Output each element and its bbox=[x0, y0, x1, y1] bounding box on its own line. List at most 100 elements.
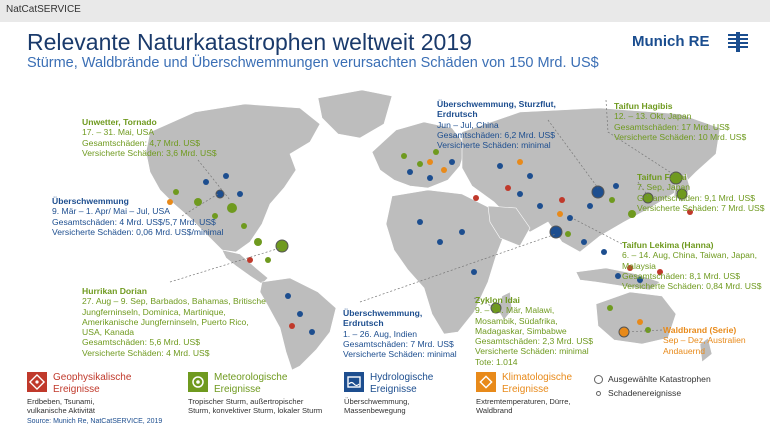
munich-re-logo: Munich RE bbox=[632, 30, 750, 54]
annotation-title-line2: Erdrutsch bbox=[343, 318, 384, 329]
event-marker bbox=[449, 159, 455, 165]
legend-subtitle: Sturm, konvektiver Sturm, lokaler Sturm bbox=[188, 406, 323, 415]
annotation-line: Versicherte Schäden: 7 Mrd. US$ bbox=[637, 202, 765, 213]
event-marker bbox=[203, 179, 209, 185]
annotation-line: Gesamtschäden: 8,1 Mrd. US$ bbox=[622, 270, 740, 281]
leader-lines bbox=[169, 99, 677, 333]
event-marker bbox=[473, 195, 479, 201]
event-markers bbox=[167, 149, 693, 338]
annotation-line: Versicherte Schäden: minimal bbox=[343, 349, 457, 360]
event-marker bbox=[609, 197, 615, 203]
annotation-line: Gesamtschäden: 6,2 Mrd. US$ bbox=[437, 129, 555, 140]
event-marker bbox=[601, 249, 607, 255]
event-marker bbox=[215, 189, 225, 199]
annotation-line: USA, Kanada bbox=[82, 327, 135, 338]
event-marker bbox=[437, 239, 443, 245]
land-south-america bbox=[259, 277, 337, 371]
annotation-line: Gesamtschäden: 9,1 Mrd. US$ bbox=[637, 192, 755, 203]
annotation-lekima: Taifun Lekima (Hanna) 6. – 14. Aug, Chin… bbox=[622, 240, 762, 291]
geophysical-icon bbox=[27, 372, 47, 392]
land-north-america bbox=[145, 103, 321, 253]
annotation-line: 6. – 14. Aug, China, Taiwan, Japan, bbox=[622, 250, 758, 261]
event-marker bbox=[265, 257, 271, 263]
annotation-title: Taifun Faxai bbox=[637, 172, 687, 182]
top-bar: NatCatSERVICE bbox=[0, 0, 770, 22]
event-marker bbox=[441, 167, 447, 173]
event-marker bbox=[212, 213, 218, 219]
annotation-title: Überschwemmung bbox=[52, 196, 129, 206]
legend-subtitle: vulkanische Aktivität bbox=[27, 406, 95, 415]
munich-re-logo-icon bbox=[728, 32, 748, 52]
annotation-line: Malaysia bbox=[622, 260, 656, 271]
event-marker bbox=[401, 153, 407, 159]
hydrological-icon bbox=[344, 372, 364, 392]
legend-events-label: Schadenereignisse bbox=[608, 388, 682, 398]
event-marker bbox=[618, 326, 630, 338]
annotation-flood-us: Überschwemmung 9. Mär – 1. Apr/ Mai – Ju… bbox=[52, 196, 223, 237]
event-marker bbox=[628, 210, 636, 218]
annotation-title: Überschwemmung, bbox=[343, 308, 423, 318]
event-marker bbox=[223, 173, 229, 179]
land-asia bbox=[461, 107, 721, 253]
event-marker bbox=[309, 329, 315, 335]
annotation-idai: Zyklon Idai 9. – 14. Mär, Malawi, Mosamb… bbox=[475, 295, 593, 367]
annotation-line: 9. – 14. Mär, Malawi, bbox=[475, 305, 555, 316]
event-marker bbox=[642, 192, 654, 204]
event-marker bbox=[275, 239, 289, 253]
legend-title: Hydrologische bbox=[370, 372, 434, 383]
annotation-line: 12. – 13. Okt, Japan bbox=[614, 111, 692, 122]
event-marker bbox=[537, 203, 543, 209]
annotation-line: 7. Sep, Japan bbox=[637, 182, 691, 193]
legend-events: Schadenereignisse bbox=[592, 388, 711, 402]
annotation-title: Waldbrand (Serie) bbox=[663, 325, 737, 335]
annotation-line: Versicherte Schäden: 0,84 Mrd. US$ bbox=[622, 281, 762, 292]
event-marker bbox=[433, 149, 439, 155]
page-title: Relevante Naturkatastrophen weltweit 201… bbox=[27, 29, 472, 55]
event-marker bbox=[173, 189, 179, 195]
event-marker bbox=[549, 225, 563, 239]
legend-subtitle: Erdbeben, Tsunami, bbox=[27, 397, 95, 406]
world-map bbox=[145, 89, 721, 371]
annotation-line: Versicherte Schäden: 0,06 Mrd. US$/minim… bbox=[52, 226, 224, 237]
annotation-title: Hurrikan Dorian bbox=[82, 286, 147, 296]
annotation-line: Versicherte Schäden: minimal bbox=[475, 346, 589, 357]
annotation-line: Mosambik, Südafrika, bbox=[475, 315, 558, 326]
event-marker bbox=[427, 175, 433, 181]
event-marker bbox=[237, 191, 243, 197]
event-marker bbox=[657, 269, 663, 275]
annotation-line: Versicherte Schäden: 4 Mrd. US$ bbox=[82, 347, 210, 358]
event-marker bbox=[417, 219, 423, 225]
event-marker bbox=[607, 305, 613, 311]
event-marker bbox=[567, 215, 573, 221]
event-marker bbox=[581, 239, 587, 245]
annotation-title: Taifun Lekima (Hanna) bbox=[622, 240, 714, 250]
legend-title: Ereignisse bbox=[370, 383, 417, 395]
event-marker bbox=[591, 185, 605, 199]
annotation-tornado: Unwetter, Tornado 17. – 31. Mai, USA Ges… bbox=[82, 117, 217, 158]
event-marker bbox=[517, 159, 523, 165]
event-marker bbox=[645, 327, 651, 333]
event-marker bbox=[637, 277, 643, 283]
event-marker bbox=[527, 173, 533, 179]
annotation-line: Versicherte Schäden: 10 Mrd. US$ bbox=[614, 131, 747, 142]
event-marker bbox=[637, 319, 643, 325]
event-marker bbox=[587, 203, 593, 209]
event-marker bbox=[505, 185, 511, 191]
land-australia bbox=[595, 291, 677, 345]
annotation-title: Taifun Hagibis bbox=[614, 101, 673, 111]
annotation-line: Amerikanische Jungferninseln, Puerto Ric… bbox=[82, 316, 249, 327]
annotation-line: Sep – Dez, Australien bbox=[663, 335, 746, 346]
annotation-line: 17. – 31. Mai, USA bbox=[82, 127, 155, 138]
event-marker bbox=[565, 231, 571, 237]
annotation-line: Versicherte Schäden: minimal bbox=[437, 140, 551, 151]
logo-text: Munich RE bbox=[632, 33, 710, 50]
event-marker bbox=[247, 257, 253, 263]
event-marker bbox=[194, 198, 202, 206]
event-marker bbox=[427, 159, 433, 165]
annotation-line: Madagaskar, Simbabwe bbox=[475, 325, 567, 336]
annotation-line: Gesamtschäden: 17 Mrd. US$ bbox=[614, 121, 730, 132]
brand-label: NatCatSERVICE bbox=[6, 4, 81, 15]
legend-hydrological: Hydrologische Ereignisse Überschwemmung,… bbox=[344, 372, 464, 415]
annotation-line: Andauernd bbox=[663, 345, 706, 356]
annotation-line: Gesamtschäden: 2,3 Mrd. US$ bbox=[475, 336, 593, 347]
